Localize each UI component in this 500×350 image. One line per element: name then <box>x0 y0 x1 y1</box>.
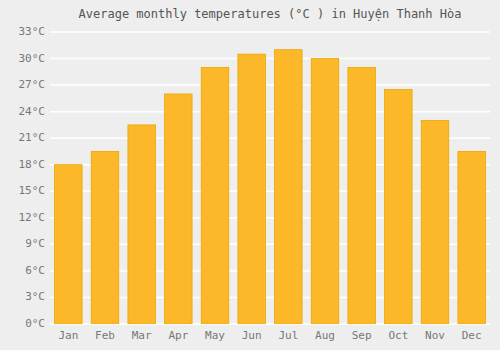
grid-line <box>50 111 490 113</box>
x-tick-label: Apr <box>168 329 188 342</box>
y-tick-label: 24°C <box>19 105 46 118</box>
y-tick-label: 0°C <box>25 317 45 330</box>
bar <box>421 120 449 324</box>
y-tick-label: 33°C <box>19 25 46 38</box>
title: Average monthly temperatures (°C ) in Hu… <box>79 7 462 21</box>
y-tick-label: 6°C <box>25 264 45 277</box>
y-tick-label: 18°C <box>19 158 46 171</box>
grid-line <box>50 84 490 86</box>
y-axis: 0°C 3°C 6°C 9°C 12°C 15°C 18°C 21°C 24°C 27°C 30°C… <box>19 25 491 330</box>
bar <box>201 67 229 324</box>
chart-svg: 0°C 3°C 6°C 9°C 12°C 15°C 18°C 21°C 24°C 27°C 30°C… <box>0 0 500 350</box>
x-tick-label: Feb <box>95 329 115 342</box>
bar <box>238 54 266 324</box>
bars <box>55 50 486 324</box>
bar <box>55 165 82 324</box>
x-tick-label: Aug <box>315 329 335 342</box>
grid-line <box>50 58 490 60</box>
y-tick-label: 21°C <box>19 131 46 144</box>
bar <box>165 94 193 324</box>
y-tick-label: 3°C <box>25 290 45 303</box>
y-tick-label: 30°C <box>19 52 46 65</box>
bar <box>128 125 155 324</box>
bar <box>91 151 119 324</box>
x-tick-label: Jul <box>278 329 298 342</box>
bar <box>275 50 303 324</box>
bar <box>311 59 339 324</box>
grid-line <box>50 31 490 33</box>
x-tick-label: Dec <box>462 329 482 342</box>
x-tick-label: Oct <box>388 329 408 342</box>
chart-container: 0°C 3°C 6°C 9°C 12°C 15°C 18°C 21°C 24°C 27°C 30°C… <box>0 0 500 350</box>
x-tick-label: Jun <box>242 329 262 342</box>
y-tick-label: 9°C <box>25 237 45 250</box>
x-tick-label: May <box>205 329 225 342</box>
x-tick-label: Jan <box>58 329 78 342</box>
bar <box>385 90 413 324</box>
x-tick-label: Nov <box>425 329 445 342</box>
x-tick-label: Sep <box>352 329 372 342</box>
bar <box>348 67 376 324</box>
y-tick-label: 27°C <box>19 78 46 91</box>
background <box>0 0 500 350</box>
y-tick-label: 12°C <box>19 211 46 224</box>
page: {"chart_data": {"type": "bar", "title": … <box>0 0 500 350</box>
x-tick-label: Mar <box>132 329 152 342</box>
y-tick-label: 15°C <box>19 184 46 197</box>
bar <box>458 151 486 324</box>
x-axis: Jan Feb Mar Apr May Jun Jul Aug Sep Oct Nov Dec <box>58 329 481 342</box>
